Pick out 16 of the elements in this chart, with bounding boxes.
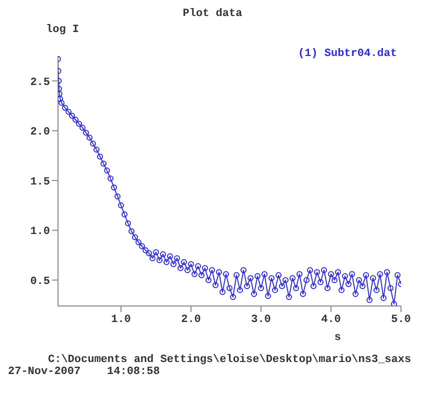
x-axis-title: s <box>334 332 341 344</box>
text: C:\Documents and Settings\eloise\Desktop\mario\ns3_saxs <box>47 354 412 366</box>
y-axis-title: log I <box>46 24 80 36</box>
chart-title: Plot data <box>182 8 244 20</box>
text: 27-Nov-2007 14:08:58 <box>8 366 161 378</box>
x-tick-label: 1.0 <box>111 314 131 326</box>
x-tick-label: 3.0 <box>251 314 271 326</box>
x-tick-label: 5.0 <box>391 314 411 326</box>
x-tick-label: 2.0 <box>181 314 201 326</box>
x-tick-label: 4.0 <box>321 314 341 326</box>
text: (1) Subtr04.dat <box>298 48 397 60</box>
y-tick-label: 2.0 <box>30 126 50 139</box>
y-tick-label: 2.5 <box>30 76 50 89</box>
y-tick-label: 1.5 <box>30 176 50 188</box>
y-tick-label: 0.5 <box>30 276 50 288</box>
y-tick-label: 1.0 <box>30 226 50 238</box>
